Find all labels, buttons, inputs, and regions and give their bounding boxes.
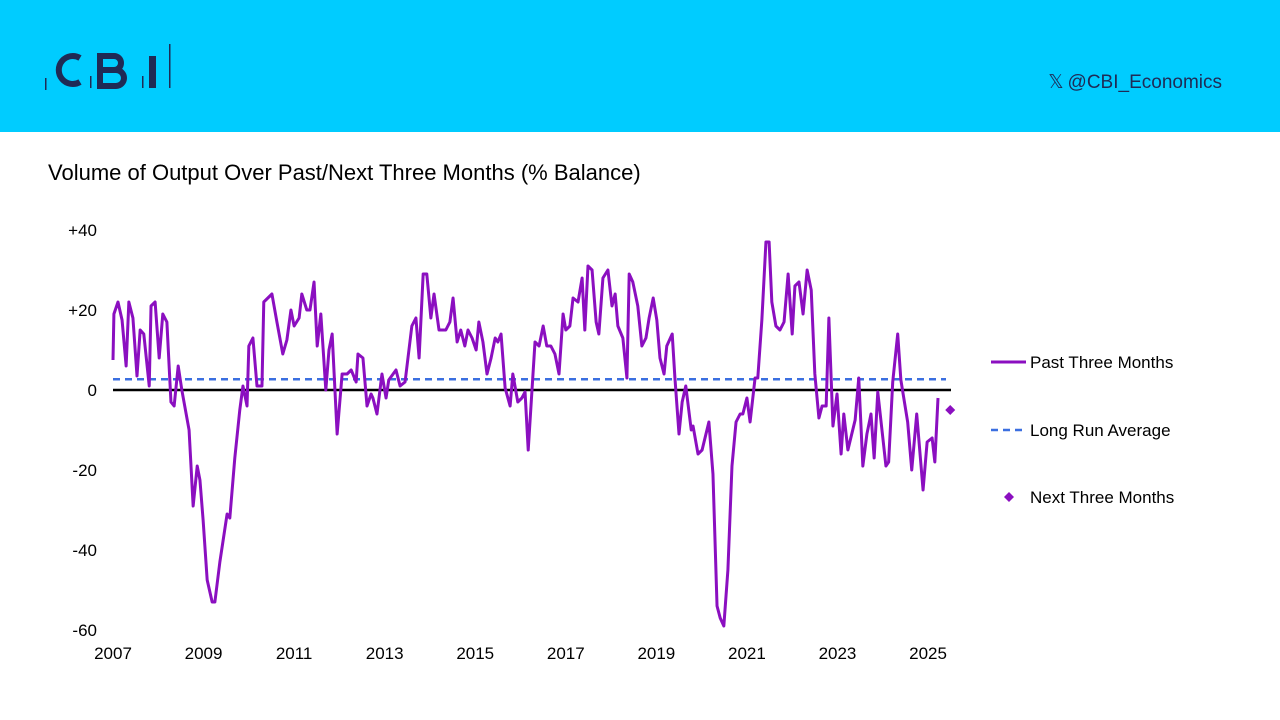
x-tick-label: 2023 bbox=[819, 644, 857, 663]
next-three-months-marker bbox=[945, 405, 956, 415]
handle-text: @CBI_Economics bbox=[1067, 72, 1222, 93]
past-three-months-line bbox=[111, 240, 940, 628]
x-tick-label: 2021 bbox=[728, 644, 766, 663]
legend-label: Next Three Months bbox=[1030, 488, 1174, 507]
y-tick-label: 0 bbox=[88, 381, 97, 400]
y-tick-label: +20 bbox=[68, 301, 97, 320]
y-tick-label: -40 bbox=[72, 541, 97, 560]
y-tick-label: -20 bbox=[72, 461, 97, 480]
chart-title: Volume of Output Over Past/Next Three Mo… bbox=[48, 160, 641, 185]
x-tick-label: 2011 bbox=[276, 644, 313, 663]
x-tick-label: 2015 bbox=[456, 644, 494, 663]
x-tick-label: 2019 bbox=[637, 644, 675, 663]
x-tick-label: 2007 bbox=[94, 644, 132, 663]
legend-label: Past Three Months bbox=[1030, 353, 1173, 372]
x-tick-label: 2009 bbox=[185, 644, 223, 663]
legend-label: Long Run Average bbox=[1030, 421, 1171, 440]
social-handle[interactable]: 𝕏 @CBI_Economics bbox=[1048, 71, 1222, 94]
y-tick-label: +40 bbox=[68, 221, 97, 240]
header-banner: 𝕏 @CBI_Economics bbox=[0, 0, 1280, 132]
x-tick-label: 2013 bbox=[366, 644, 404, 663]
cbi-logo bbox=[45, 44, 171, 90]
x-logo-icon: 𝕏 bbox=[1048, 72, 1064, 93]
x-tick-label: 2025 bbox=[909, 644, 947, 663]
y-tick-label: -60 bbox=[72, 621, 97, 640]
x-tick-label: 2017 bbox=[547, 644, 585, 663]
legend-swatch-next bbox=[1004, 492, 1014, 502]
